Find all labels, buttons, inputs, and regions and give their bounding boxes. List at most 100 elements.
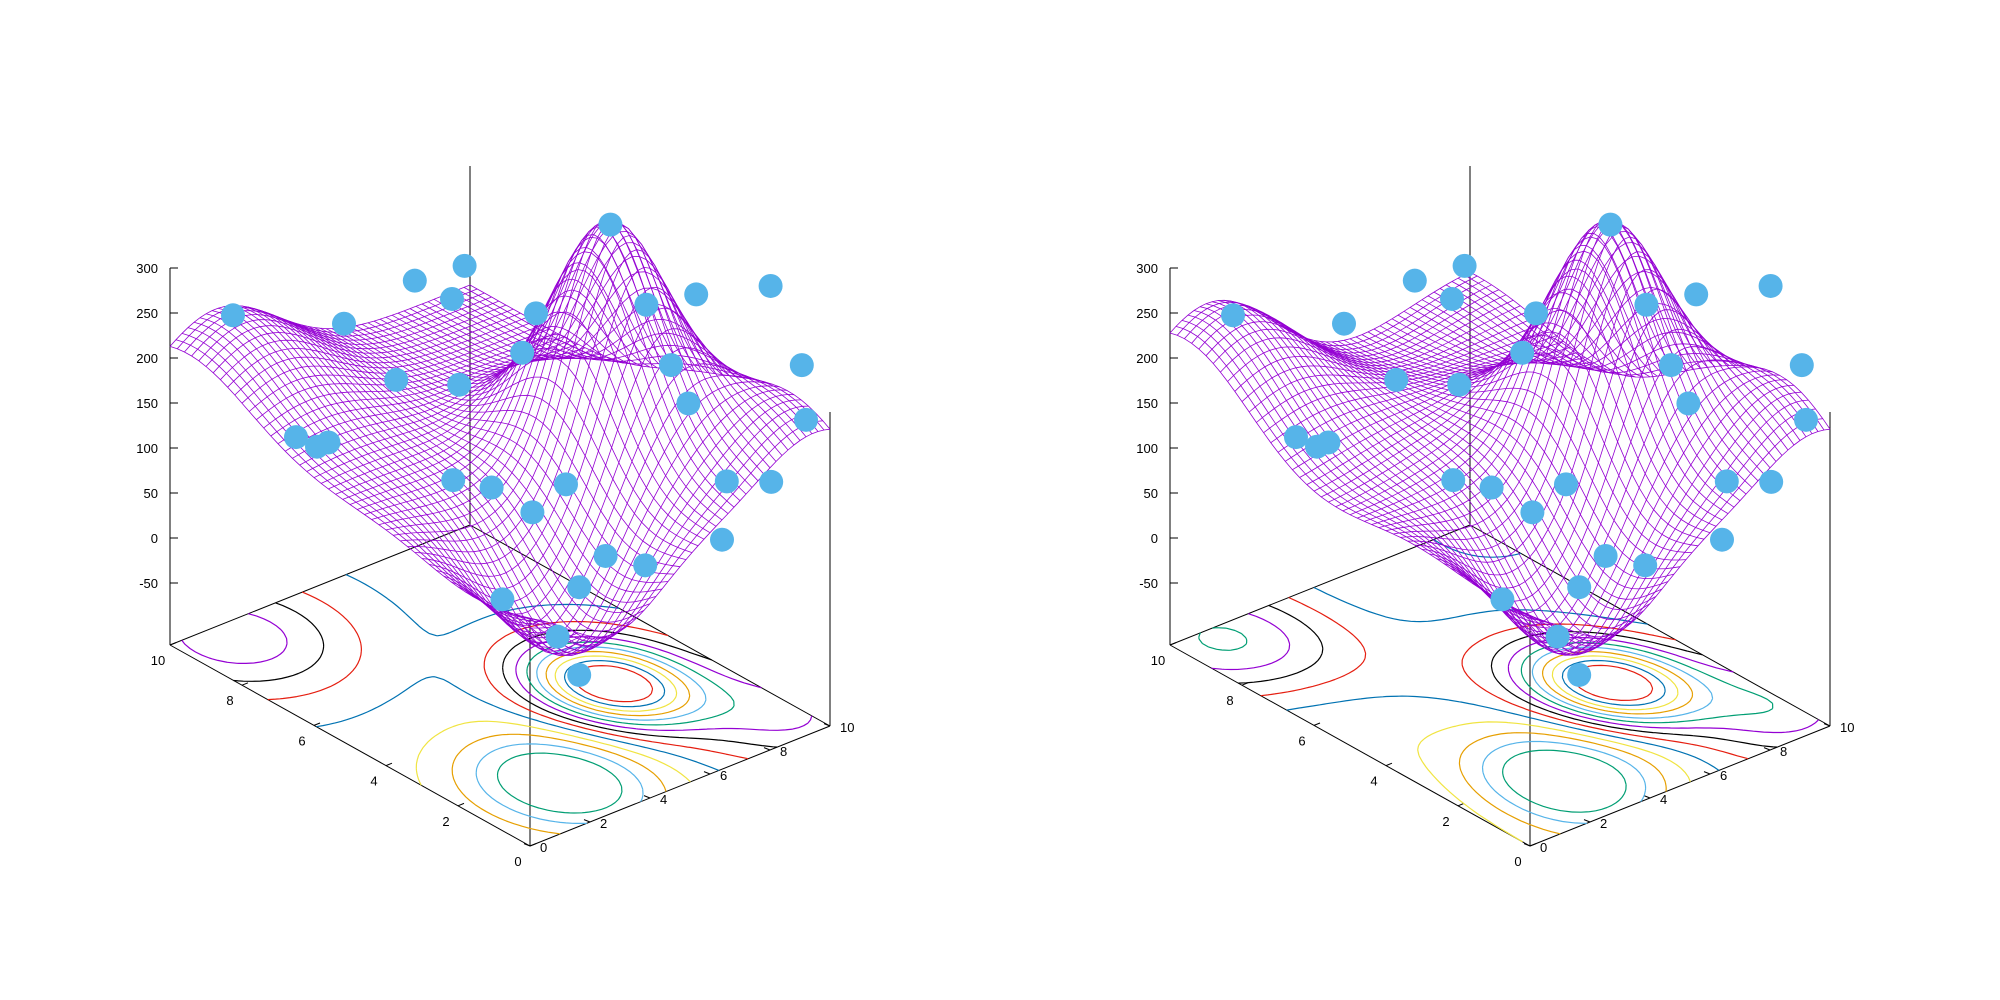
data-point [1554, 472, 1578, 497]
mesh-line [529, 428, 831, 638]
mesh-line [234, 320, 535, 396]
data-point [1794, 407, 1818, 432]
mesh-line [367, 251, 729, 514]
x-axis-line [169, 644, 531, 847]
mesh-line [1445, 284, 1807, 438]
mesh-line [205, 304, 507, 367]
y-tick [1703, 771, 1711, 775]
contour-line [1458, 732, 1667, 835]
data-point [524, 301, 548, 326]
contour-line [554, 655, 678, 712]
mesh-line [1342, 292, 1643, 512]
contour-line [1211, 613, 1820, 734]
mesh-line [331, 328, 693, 553]
data-point [1598, 212, 1623, 237]
data-point [1634, 292, 1659, 317]
data-point [1284, 425, 1308, 450]
mesh-line [1427, 286, 1789, 451]
data-point [284, 425, 308, 450]
mesh-line [1367, 250, 1729, 514]
y-tick-label: 6 [720, 768, 727, 783]
z-tick-label: 250 [1136, 306, 1158, 321]
y-tick [1763, 747, 1771, 751]
mesh-line [212, 308, 514, 374]
x-tick-label: 8 [1226, 693, 1233, 708]
mesh-line [325, 328, 687, 560]
mesh-line [337, 327, 699, 547]
data-point [447, 372, 472, 397]
data-point [384, 367, 409, 392]
mesh-line [1409, 242, 1771, 469]
mesh-line [319, 327, 681, 568]
mesh-line [403, 231, 765, 475]
mesh-line [433, 298, 795, 446]
z-tick-label: 100 [1136, 441, 1158, 456]
x-tick [385, 762, 393, 767]
mesh-line [1198, 289, 1499, 357]
y-tick-label: 0 [1540, 840, 1547, 855]
z-tick-label: 250 [136, 306, 158, 321]
mesh-line [1439, 288, 1801, 441]
mesh-line [169, 284, 471, 347]
data-point [1567, 662, 1592, 687]
z-tick-label: 300 [1136, 261, 1158, 276]
y-tick-label: 2 [600, 816, 607, 831]
y-tick [1523, 843, 1531, 847]
mesh-line [220, 312, 521, 380]
x-tick [1457, 802, 1465, 807]
contour-line [475, 743, 644, 824]
data-point [520, 500, 545, 525]
mesh-line [421, 271, 783, 456]
mesh-line [1328, 322, 1629, 503]
mesh-line [409, 242, 771, 469]
data-point [1332, 311, 1356, 336]
mesh-line [427, 287, 789, 451]
mesh-line [515, 412, 816, 647]
data-point [794, 407, 818, 432]
x-tick [1169, 642, 1177, 646]
data-point [1545, 624, 1570, 649]
x-tick-label: 10 [151, 653, 165, 668]
x-tick [1529, 843, 1537, 847]
mesh-line [227, 316, 528, 388]
x-axis-line [1169, 644, 1531, 847]
scatter-group [1221, 212, 1818, 687]
mesh-line [1325, 341, 1687, 561]
mesh-line [1169, 271, 1471, 343]
contour-line [1198, 627, 1774, 724]
mesh-line [1199, 306, 1561, 627]
contour-line [1551, 655, 1679, 711]
mesh-line [1472, 370, 1773, 650]
contour-line [181, 613, 813, 731]
y-tick [1583, 819, 1591, 823]
x-tick [1385, 762, 1393, 767]
data-point [1441, 468, 1466, 493]
data-point [567, 662, 592, 687]
mesh-line [1227, 311, 1528, 382]
z-tick-label: 200 [1136, 351, 1158, 366]
data-point [634, 292, 659, 317]
data-point [758, 273, 783, 298]
data-point [1659, 353, 1683, 378]
contour-group [1198, 538, 1820, 843]
data-point [332, 311, 356, 336]
contour-line [496, 752, 623, 814]
contour-line [545, 650, 691, 717]
data-point [1384, 367, 1409, 392]
data-point [593, 543, 618, 568]
mesh-line [415, 255, 777, 462]
data-point [633, 553, 658, 578]
mesh-line [379, 226, 741, 501]
x-tick-label: 0 [514, 854, 521, 869]
mesh-line [1234, 317, 1535, 392]
mesh-line [198, 300, 499, 362]
data-point [1490, 587, 1515, 612]
mesh-line [1321, 334, 1622, 498]
data-point [684, 282, 709, 307]
data-point [441, 468, 466, 493]
data-point [545, 624, 570, 649]
x-tick-label: 2 [442, 814, 449, 829]
data-point [402, 268, 427, 293]
